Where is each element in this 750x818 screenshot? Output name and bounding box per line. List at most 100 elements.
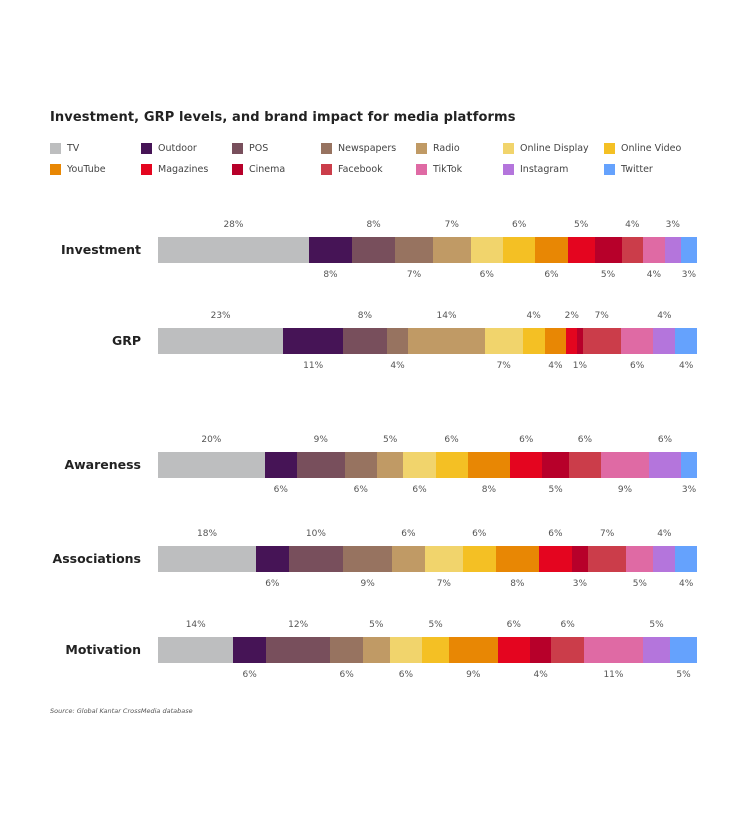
bar-segment-instagram	[648, 452, 682, 478]
data-label: 3%	[681, 270, 697, 280]
data-label: 7%	[594, 311, 609, 321]
legend-item-tv: TV	[50, 143, 79, 154]
legend-label: Instagram	[520, 164, 569, 175]
bar-segment-magazines	[497, 637, 531, 663]
data-label: 8%	[510, 579, 525, 589]
bar-segment-tv	[158, 328, 284, 354]
data-label: 6%	[353, 485, 368, 495]
legend-label: Radio	[433, 143, 460, 154]
data-label: 23%	[210, 311, 231, 321]
bar-segment-tv	[158, 546, 257, 572]
bar-segment-tiktok	[620, 328, 654, 354]
data-label: 6%	[479, 270, 494, 280]
bar-segment-radio	[362, 637, 391, 663]
legend-swatch	[321, 164, 332, 175]
bar-segment-tiktok	[600, 452, 650, 478]
data-label: 9%	[466, 670, 481, 680]
data-label: 11%	[603, 670, 624, 680]
data-label: 6%	[548, 529, 563, 539]
data-label: 8%	[323, 270, 338, 280]
bar-segment-outdoor	[264, 452, 298, 478]
bar-segment-facebook	[621, 237, 644, 263]
bar-segment-radio	[408, 328, 486, 354]
data-label: 2%	[564, 311, 579, 321]
bar-segment-pos	[265, 637, 331, 663]
bar-segment-youtube	[495, 546, 540, 572]
legend-item-newspapers: Newspapers	[321, 143, 396, 154]
row-label: GRP	[111, 333, 141, 348]
data-label: 7%	[496, 361, 511, 371]
bar-segment-newspapers	[395, 237, 434, 263]
data-label: 6%	[577, 435, 593, 445]
legend-item-cinema: Cinema	[232, 164, 285, 175]
bar-segment-online-video	[435, 452, 469, 478]
bar-segment-cinema	[529, 637, 552, 663]
data-label: 6%	[544, 270, 559, 280]
data-label: 8%	[366, 220, 381, 230]
row-label: Awareness	[64, 457, 141, 472]
data-label: 5%	[369, 620, 384, 630]
data-label: 6%	[265, 579, 280, 589]
data-label: 4%	[625, 220, 640, 230]
legend-item-youtube: YouTube	[50, 164, 106, 175]
data-label: 9%	[360, 579, 375, 589]
legend-item-online-video: Online Video	[604, 143, 681, 154]
legend-item-tiktok: TikTok	[416, 164, 462, 175]
legend-swatch	[232, 143, 243, 154]
source-note: Source: Global Kantar CrossMedia databas…	[50, 707, 193, 715]
legend-label: Magazines	[158, 164, 209, 175]
bar-segment-cinema	[594, 237, 623, 263]
data-label: 6%	[401, 529, 416, 539]
legend-item-radio: Radio	[416, 143, 460, 154]
legend-swatch	[503, 143, 514, 154]
data-label: 6%	[511, 220, 527, 230]
data-label: 6%	[242, 670, 257, 680]
bar-segment-pos	[296, 452, 346, 478]
bar-segment-instagram	[643, 637, 671, 663]
legend-swatch	[604, 143, 615, 154]
bar-segment-youtube	[449, 637, 499, 663]
data-label: 8%	[481, 485, 496, 495]
legend-swatch	[416, 143, 427, 154]
data-label: 8%	[357, 311, 373, 321]
data-label: 6%	[657, 435, 673, 445]
data-label: 7%	[444, 220, 459, 230]
legend-swatch	[416, 164, 427, 175]
data-label: 3%	[665, 220, 680, 230]
data-label: 7%	[600, 529, 615, 539]
bar-segment-pos	[288, 546, 344, 572]
bar-segment-tv	[158, 637, 234, 663]
data-label: 14%	[185, 620, 206, 630]
data-label: 18%	[196, 529, 218, 539]
data-label: 7%	[436, 579, 451, 589]
bar-segment-newspapers	[344, 452, 378, 478]
bar-segment-outdoor	[308, 237, 353, 263]
data-label: 14%	[436, 311, 457, 321]
bar-segment-facebook	[588, 546, 627, 572]
data-label: 6%	[519, 435, 534, 445]
bar-segment-twitter	[680, 237, 698, 263]
data-label: 5%	[548, 485, 563, 495]
bar-segment-online-video	[422, 637, 450, 663]
data-label: 5%	[632, 579, 647, 589]
data-label: 4%	[533, 670, 548, 680]
bar-segment-twitter	[680, 452, 698, 478]
bar-segment-radio	[432, 237, 472, 263]
bar-segment-youtube	[535, 237, 569, 263]
bar-segment-twitter	[675, 546, 698, 572]
bar-segment-newspapers	[330, 637, 364, 663]
data-label: 4%	[657, 529, 672, 539]
bar-segment-instagram	[664, 237, 682, 263]
legend-swatch	[604, 164, 615, 175]
bar-segment-instagram	[653, 546, 676, 572]
bar-segment-radio	[376, 452, 404, 478]
data-label: 7%	[406, 270, 422, 280]
data-label: 4%	[390, 361, 405, 371]
bar-segment-instagram	[653, 328, 676, 354]
bar-segment-facebook	[551, 637, 585, 663]
data-label: 6%	[506, 620, 521, 630]
bar-segment-twitter	[670, 637, 698, 663]
data-label: 4%	[678, 579, 694, 589]
legend-item-magazines: Magazines	[141, 164, 208, 175]
legend-label: Cinema	[249, 164, 286, 175]
